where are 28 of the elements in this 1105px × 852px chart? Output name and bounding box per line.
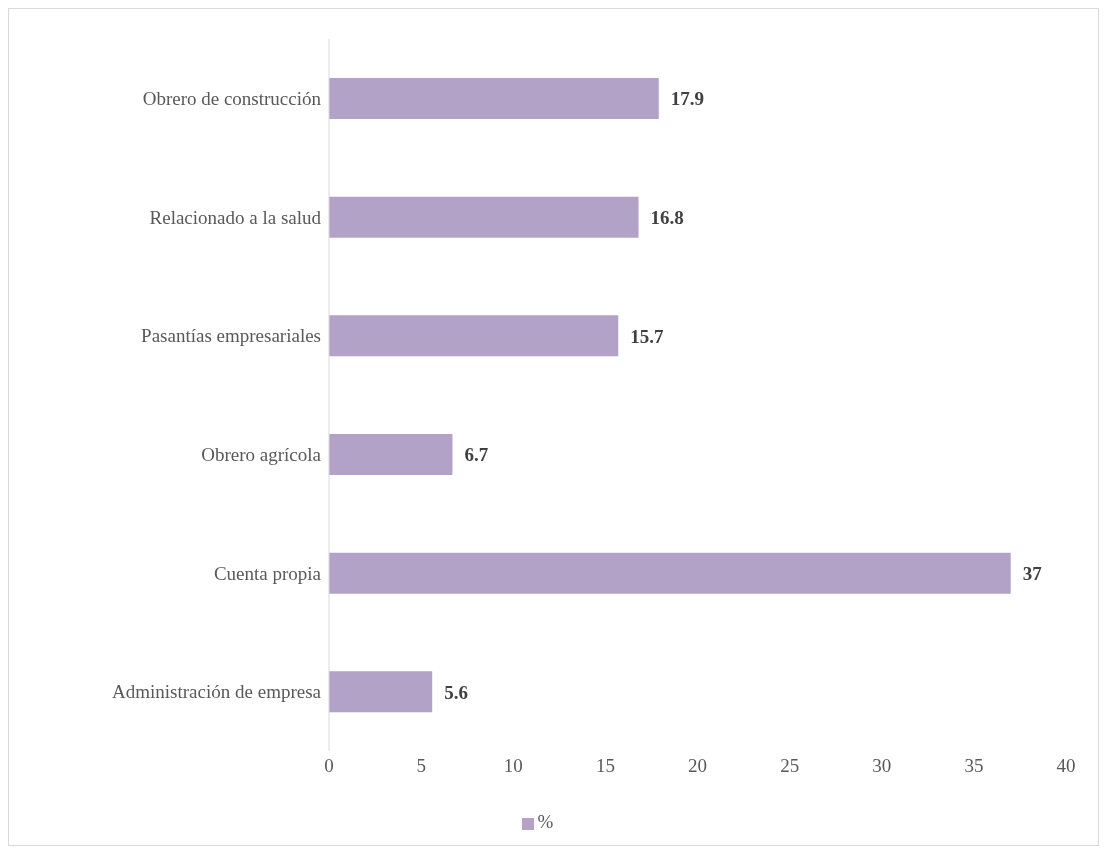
bar	[329, 78, 659, 119]
legend-label: %	[537, 811, 554, 832]
bar	[329, 671, 433, 713]
x-tick-label: 15	[595, 755, 615, 777]
y-tick-label: Pasantías empresariales	[141, 325, 321, 347]
data-label: 15.7	[630, 325, 665, 347]
y-tick-label: Obrero agrícola	[201, 444, 322, 466]
bar	[329, 315, 619, 357]
x-tick-label: 25	[780, 755, 800, 777]
x-tick-label: 35	[964, 755, 984, 777]
bar	[329, 196, 639, 238]
data-label: 37	[1022, 562, 1043, 584]
bar	[329, 434, 453, 475]
y-tick-label: Obrero de construcción	[142, 88, 322, 110]
x-tick-label: 40	[1056, 755, 1076, 777]
data-label: 17.9	[670, 88, 705, 110]
x-tick-label: 30	[872, 755, 892, 777]
x-tick-label: 0	[324, 755, 334, 777]
y-tick-label: Administración de empresa	[112, 681, 322, 703]
data-label: 6.7	[464, 444, 489, 466]
data-label: 16.8	[650, 206, 684, 228]
y-tick-label: Relacionado a la salud	[149, 206, 322, 228]
y-tick-label: Cuenta propia	[213, 562, 322, 584]
bar	[329, 552, 1011, 594]
x-tick-label: 20	[688, 755, 707, 777]
x-tick-label: 10	[503, 755, 523, 777]
x-tick-label: 5	[416, 755, 426, 777]
data-label: 5.6	[444, 681, 468, 703]
